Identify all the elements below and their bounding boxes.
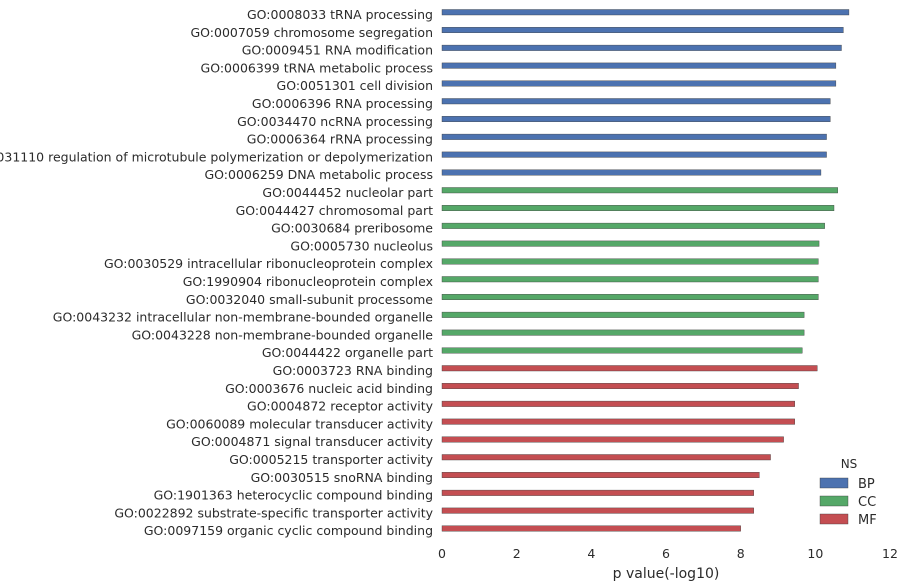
bar-18 <box>441 311 805 318</box>
category-label-11: GO:0044452 nucleolar part <box>262 185 433 200</box>
legend-swatch-cc <box>819 495 849 507</box>
category-label-8: GO:0006364 rRNA processing <box>247 132 433 147</box>
bar-16 <box>441 276 819 283</box>
bar-30 <box>441 525 741 532</box>
bar-15 <box>441 258 819 265</box>
bar-1 <box>441 9 850 16</box>
x-axis: 0 2 4 6 8 10 12 <box>438 546 898 561</box>
category-label-30: GO:0097159 organic cyclic compound bindi… <box>144 523 433 538</box>
x-tick-label-6: 6 <box>662 546 670 561</box>
category-label-3: GO:0009451 RNA modification <box>242 43 433 58</box>
x-tick-label-10: 10 <box>807 546 823 561</box>
legend-swatch-mf <box>819 513 849 525</box>
bar-21 <box>441 365 818 372</box>
category-label-28: GO:1901363 heterocyclic compound binding <box>154 488 433 503</box>
category-label-27: GO:0030515 snoRNA binding <box>251 470 433 485</box>
x-tick-label-2: 2 <box>513 546 521 561</box>
category-label-12: GO:0044427 chromosomal part <box>236 203 433 218</box>
legend-label-bp: BP <box>858 477 875 492</box>
category-label-19: GO:0043228 non-membrane-bounded organell… <box>132 327 434 342</box>
bar-25 <box>441 436 784 443</box>
category-label-18: GO:0043232 intracellular non-membrane-bo… <box>53 310 434 325</box>
category-label-14: GO:0005730 nucleolus <box>290 238 433 253</box>
bar-11 <box>441 187 838 194</box>
category-label-4: GO:0006399 tRNA metabolic process <box>201 60 433 75</box>
category-label-26: GO:0005215 transporter activity <box>229 452 433 467</box>
legend-title: NS <box>841 457 858 471</box>
bar-19 <box>441 329 805 336</box>
category-label-22: GO:0003676 nucleic acid binding <box>225 381 433 396</box>
category-label-6: GO:0006396 RNA processing <box>252 96 433 111</box>
x-axis-title: p value(-log10) <box>613 566 720 582</box>
bar-20 <box>441 347 803 354</box>
category-label-24: GO:0060089 molecular transducer activity <box>166 416 434 431</box>
category-label-21: GO:0003723 RNA binding <box>273 363 433 378</box>
category-label-5: GO:0051301 cell division <box>277 78 433 93</box>
category-label-7: GO:0034470 ncRNA processing <box>237 114 433 129</box>
legend-label-mf: MF <box>858 513 877 528</box>
bar-10 <box>441 169 822 176</box>
category-label-1: GO:0008033 tRNA processing <box>247 7 433 22</box>
bar-17 <box>441 294 819 300</box>
category-label-17: GO:0032040 small-subunit processome <box>186 292 433 307</box>
bar-12 <box>441 205 835 212</box>
category-label-23: GO:0004872 receptor activity <box>247 399 434 414</box>
category-label-15: GO:0030529 intracellular ribonucleoprote… <box>104 256 433 271</box>
bar-14 <box>441 240 820 247</box>
category-labels-layer: GO:0008033 tRNA processing GO:0007059 chr… <box>0 7 434 538</box>
category-label-9: GO:0031110 regulation of microtubule pol… <box>0 149 433 164</box>
bar-3 <box>441 44 842 51</box>
bar-22 <box>441 383 799 389</box>
bar-2 <box>441 27 844 33</box>
category-label-20: GO:0044422 organelle part <box>262 345 433 360</box>
bar-8 <box>441 133 827 140</box>
bar-6 <box>441 98 831 105</box>
category-label-2: GO:0007059 chromosome segregation <box>190 25 433 40</box>
legend-swatch-bp <box>819 477 849 489</box>
bar-7 <box>441 116 831 123</box>
bar-5 <box>441 80 837 87</box>
bar-13 <box>441 222 825 229</box>
bar-23 <box>441 400 795 407</box>
x-tick-label-12: 12 <box>882 546 898 561</box>
category-label-13: GO:0030684 preribosome <box>271 221 433 236</box>
bar-27 <box>441 472 760 478</box>
bar-9 <box>441 151 827 158</box>
legend: NS BP CC MF <box>819 457 877 528</box>
category-label-16: GO:1990904 ribonucleoprotein complex <box>183 274 433 289</box>
bar-24 <box>441 418 795 425</box>
legend-label-cc: CC <box>858 495 876 510</box>
x-tick-label-0: 0 <box>438 546 446 561</box>
bars-layer <box>441 9 850 532</box>
category-label-10: GO:0006259 DNA metabolic process <box>205 167 434 182</box>
category-label-25: GO:0004871 signal transducer activity <box>191 434 433 449</box>
bar-26 <box>441 454 771 461</box>
category-label-29: GO:0022892 substrate-specific transporte… <box>114 505 433 520</box>
x-tick-label-4: 4 <box>587 546 595 561</box>
bar-29 <box>441 507 754 514</box>
bar-4 <box>441 62 837 69</box>
x-tick-label-8: 8 <box>737 546 745 561</box>
bar-28 <box>441 489 754 496</box>
